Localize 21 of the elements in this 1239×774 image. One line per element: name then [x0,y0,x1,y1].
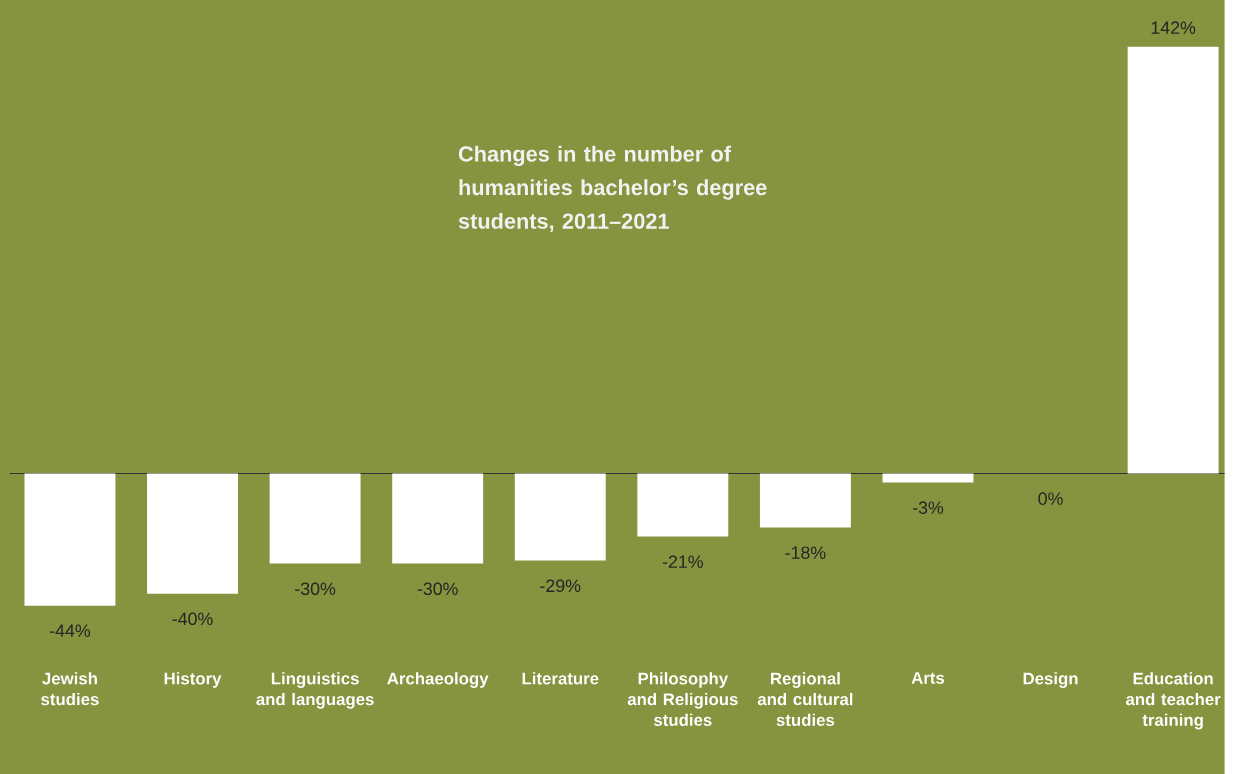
x-tick-label: History [164,672,222,688]
x-tick-label: Linguistics and languages [256,672,374,709]
data-label: -29% [540,579,581,593]
data-label: -18% [785,546,826,560]
data-label: -3% [912,501,944,514]
x-tick-label: Design [1023,672,1078,688]
data-label: -30% [417,582,458,596]
data-label: 0% [1038,492,1063,505]
data-label: 142% [1151,21,1196,34]
text: Changes in the number of humanities bachelor’s degree students, 2011–2021 [458,145,767,233]
x-tick-label: Arts [911,672,945,684]
x-tick-label: Regional and cultural studies [757,672,853,727]
data-label: -44% [49,624,91,638]
x-tick-label: Philosophy and Religious studies [627,672,738,727]
x-tick-label: Jewish studies [41,672,99,706]
x-tick-label: Literature [522,672,599,685]
x-tick-label: Education and teacher training [1126,672,1221,730]
data-label: -21% [662,555,703,568]
data-label: -40% [172,612,213,626]
x-tick-label: Archaeology [387,672,489,688]
data-label: -30% [295,582,336,596]
